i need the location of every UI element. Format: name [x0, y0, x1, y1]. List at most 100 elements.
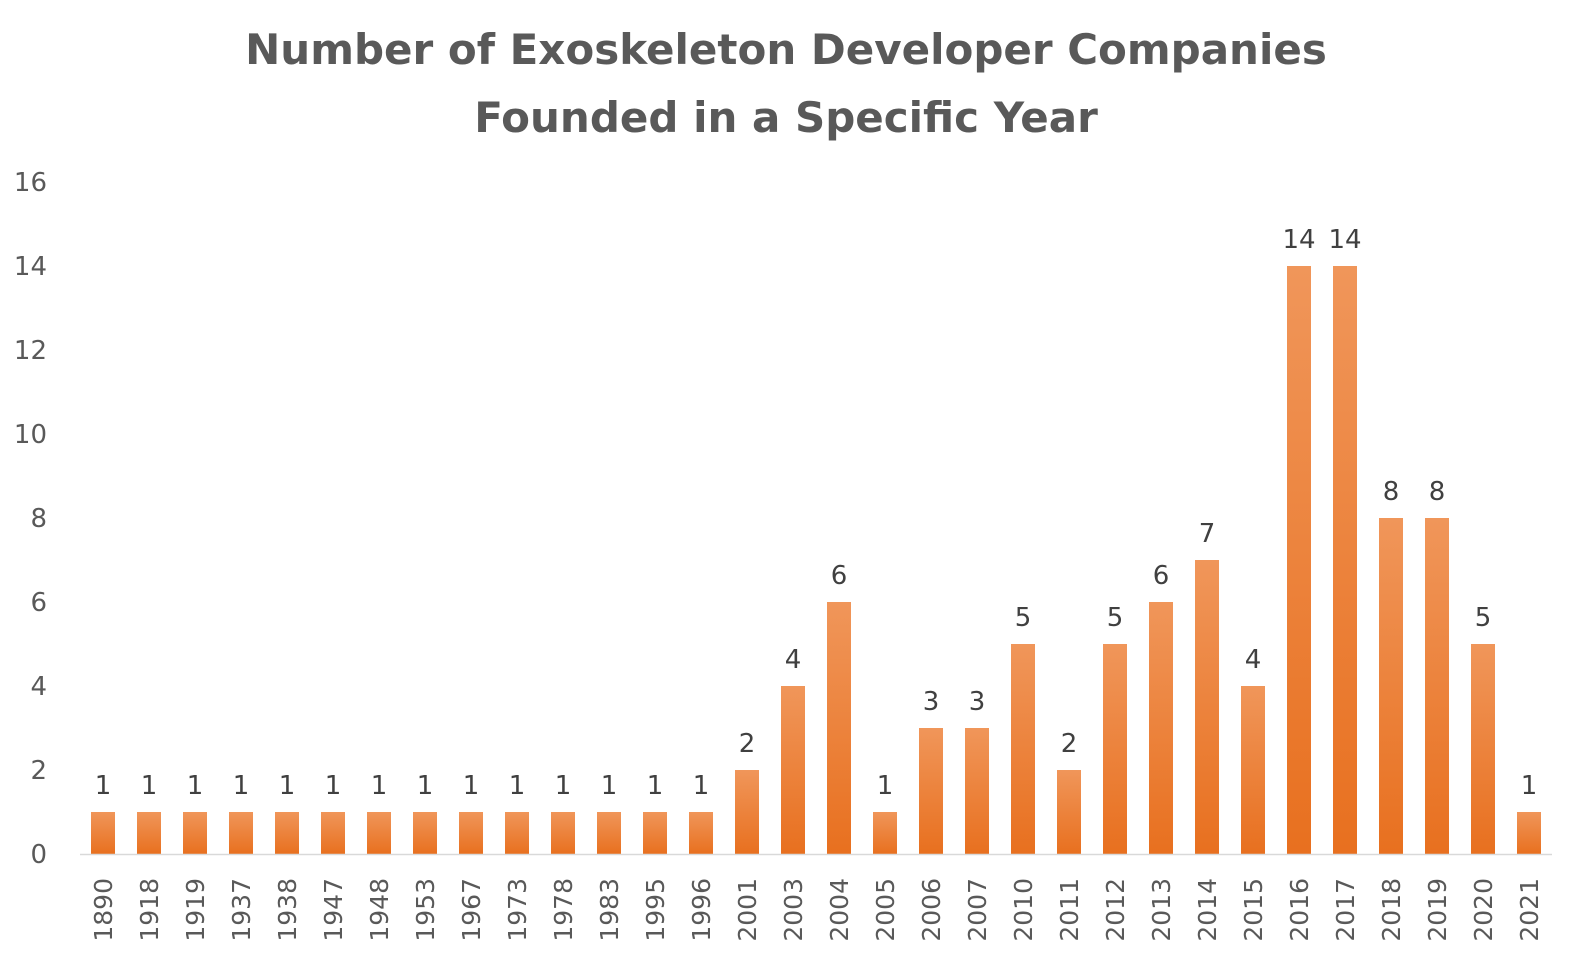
data-label: 4	[785, 645, 802, 675]
data-label: 1	[647, 771, 664, 801]
x-tick-label: 1973	[503, 878, 532, 942]
data-label: 6	[1153, 561, 1170, 591]
data-label: 3	[923, 687, 940, 717]
bar	[597, 812, 621, 854]
data-label: 1	[233, 771, 250, 801]
x-tick-label: 2019	[1423, 878, 1452, 942]
bar	[413, 812, 437, 854]
bar	[459, 812, 483, 854]
x-tick-label: 2006	[917, 878, 946, 942]
bar	[1103, 644, 1127, 854]
bar	[643, 812, 667, 854]
data-label: 1	[555, 771, 572, 801]
y-tick-label: 8	[30, 504, 47, 534]
bar	[321, 812, 345, 854]
x-tick-label: 2004	[825, 878, 854, 942]
x-tick-label: 2003	[779, 878, 808, 942]
x-tick-label: 2011	[1055, 878, 1084, 942]
chart-title-line-2: Founded in a Specific Year	[474, 93, 1098, 142]
bar	[1195, 560, 1219, 854]
x-tick-label: 2014	[1193, 878, 1222, 942]
x-tick-label: 2020	[1469, 878, 1498, 942]
y-tick-label: 16	[14, 168, 47, 198]
chart-title: Number of Exoskeleton Developer Companie…	[245, 25, 1327, 142]
x-tick-label: 1890	[89, 878, 118, 942]
data-label: 1	[463, 771, 480, 801]
data-label: 5	[1107, 603, 1124, 633]
bar	[551, 812, 575, 854]
data-label: 1	[141, 771, 158, 801]
bar	[1149, 602, 1173, 854]
y-tick-label: 10	[14, 420, 47, 450]
bar	[1287, 266, 1311, 854]
x-tick-label: 2010	[1009, 878, 1038, 942]
data-label: 5	[1475, 603, 1492, 633]
x-tick-label: 1918	[135, 878, 164, 942]
y-tick-label: 0	[30, 840, 47, 870]
data-label: 1	[95, 771, 112, 801]
data-label: 7	[1199, 519, 1216, 549]
chart-title-line-1: Number of Exoskeleton Developer Companie…	[245, 25, 1327, 74]
data-label: 2	[739, 729, 756, 759]
bar	[827, 602, 851, 854]
bar	[1057, 770, 1081, 854]
bar	[229, 812, 253, 854]
x-tick-label: 2016	[1285, 878, 1314, 942]
bar	[735, 770, 759, 854]
bar	[1471, 644, 1495, 854]
x-tick-label: 1953	[411, 878, 440, 942]
x-tick-label: 1978	[549, 878, 578, 942]
data-label: 3	[969, 687, 986, 717]
data-label: 1	[1521, 771, 1538, 801]
x-tick-label: 1948	[365, 878, 394, 942]
x-tick-label: 2005	[871, 878, 900, 942]
y-tick-label: 6	[30, 588, 47, 618]
x-tick-label: 1919	[181, 878, 210, 942]
data-label: 8	[1383, 477, 1400, 507]
bar	[1011, 644, 1035, 854]
x-tick-label: 1937	[227, 878, 256, 942]
bar	[1333, 266, 1357, 854]
data-label: 1	[187, 771, 204, 801]
x-tick-label: 1967	[457, 878, 486, 942]
bar	[367, 812, 391, 854]
data-label: 4	[1245, 645, 1262, 675]
x-tick-label: 1947	[319, 878, 348, 942]
x-tick-label: 2007	[963, 878, 992, 942]
x-tick-label: 1983	[595, 878, 624, 942]
bar	[91, 812, 115, 854]
bars-group	[91, 266, 1541, 854]
data-label: 2	[1061, 729, 1078, 759]
x-tick-label: 1938	[273, 878, 302, 942]
data-label: 8	[1429, 477, 1446, 507]
data-label: 1	[601, 771, 618, 801]
y-axis: 0 2 4 6 8 10 12 14 16	[14, 168, 47, 870]
x-tick-label: 2018	[1377, 878, 1406, 942]
data-label: 1	[371, 771, 388, 801]
x-tick-label: 2001	[733, 878, 762, 942]
bar	[781, 686, 805, 854]
bar	[1241, 686, 1265, 854]
x-tick-label: 2017	[1331, 878, 1360, 942]
data-label: 5	[1015, 603, 1032, 633]
bar	[919, 728, 943, 854]
data-label: 1	[877, 771, 894, 801]
x-tick-label: 1995	[641, 878, 670, 942]
data-label: 1	[279, 771, 296, 801]
data-label: 1	[325, 771, 342, 801]
data-label: 14	[1282, 225, 1315, 255]
bar	[183, 812, 207, 854]
bar	[1517, 812, 1541, 854]
x-tick-label: 2013	[1147, 878, 1176, 942]
data-label: 14	[1328, 225, 1361, 255]
y-tick-label: 2	[30, 756, 47, 786]
x-tick-label: 1996	[687, 878, 716, 942]
x-tick-label: 2012	[1101, 878, 1130, 942]
bar	[275, 812, 299, 854]
y-tick-label: 14	[14, 252, 47, 282]
x-axis: 1890 1918 1919 1937 1938 1947 1948 1953 1967 1973…	[89, 878, 1544, 942]
bar	[505, 812, 529, 854]
bar	[1379, 518, 1403, 854]
